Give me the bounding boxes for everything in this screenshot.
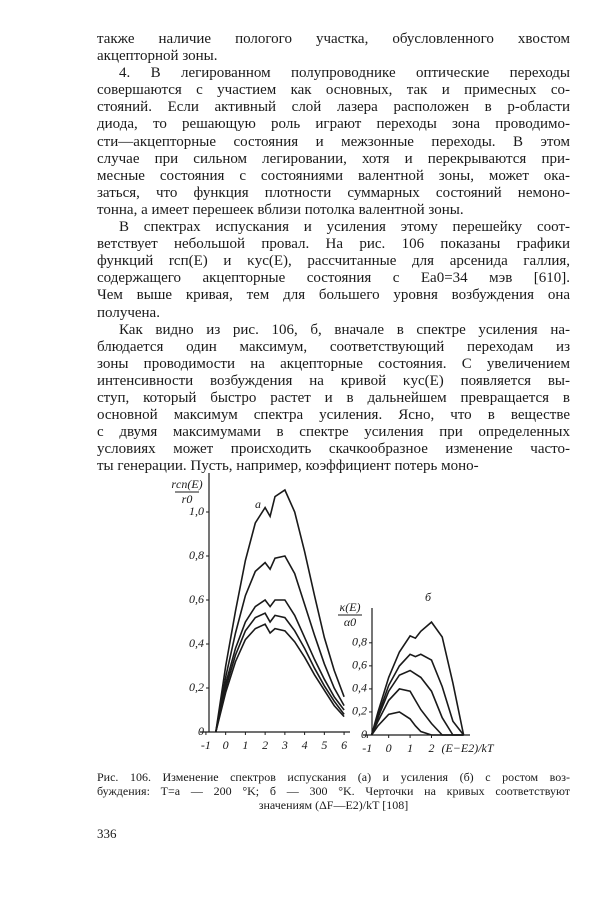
y-tick-label: 0,6 [352,658,367,672]
text-line: содержащего акцепторные состояния с Eа0=… [97,270,570,287]
curve [370,620,465,736]
y-tick-label: 0,6 [189,592,204,606]
x-tick-label: 3 [281,738,288,752]
curve [215,612,345,733]
text-line: интенсивности возбуждения на кривой κус(… [97,372,570,389]
y-tick-label: 0,2 [189,680,204,694]
x-tick-label: 0 [386,741,392,755]
curve [215,598,345,733]
y-tick-label: 0,8 [352,635,367,649]
x-tick-label: -1 [362,741,372,755]
text-line: В спектрах испускания и усиления этому п… [119,219,570,236]
x-tick-label: 2 [428,741,434,755]
x-tick-label: 1 [407,741,413,755]
text-line: получена. [97,304,160,321]
curve [215,623,345,733]
x-axis-label: (E−E2)/kT [441,741,494,755]
text-line: совершаются с участием как основных, так… [97,82,570,99]
text-line: Чем выше кривая, тем для большего уровня… [97,287,570,304]
text-line: диода, то решающую роль играют переходы … [97,116,570,133]
text-line: ступ, который быстро растет и в дальнейш… [97,389,570,406]
panel-label: а [255,497,261,511]
text-line: также наличие пологого участка, обусловл… [97,31,570,47]
paragraph: 4. В легированном полупроводнике оптичес… [97,65,570,219]
curve [215,488,345,733]
x-tick-label: 6 [341,738,347,752]
y-label-denominator: α0 [344,615,356,629]
y-label-numerator: rсп(E) [171,477,202,491]
caption-line: буждения: T=a — 200 °K; б — 300 °K. Черт… [97,784,570,798]
figure-caption: Рис. 106. Изменение спектров испускания … [97,770,570,812]
text-line: случае при сильном легировании, хотя и п… [97,150,570,167]
paragraph: Как видно из рис. 106, б, вначале в спек… [97,322,570,476]
paragraph: также наличие пологого участка, обусловл… [97,31,570,65]
y-tick-label: 0 [198,724,204,738]
curve [370,653,465,736]
text-line: основной максимум спектра усиления. Ясно… [97,407,570,424]
curve [215,555,345,733]
page-number: 336 [97,826,117,841]
y-tick-label: 0 [361,727,367,741]
y-label-denominator: r0 [182,492,193,506]
curve [370,711,464,736]
caption-line: Рис. 106. Изменение спектров испускания … [97,770,570,784]
y-tick-label: 0,2 [352,704,367,718]
text-line: месные состояния с состояниями валентной… [97,167,570,184]
text-line: зоны проводимости на акцепторные состоян… [97,355,570,372]
x-tick-label: 2 [262,738,268,752]
text-line: с двумя максимумами в спектре усиления п… [97,424,570,441]
x-tick-label: 1 [242,738,248,752]
text-line: сти—акцепторные состояния и межзонные пе… [97,133,570,150]
text-line: 4. В легированном полупроводнике оптичес… [119,65,570,82]
text-line: ты генерации. Пусть, например, коэффицие… [97,458,479,475]
text-line: стояний. Если активный слой лазера распо… [97,99,570,116]
text-line: акцепторной зоны. [97,48,218,65]
body-text: также наличие пологого участка, обусловл… [97,31,570,475]
y-tick-label: 0,8 [189,548,204,562]
text-line: ветствует небольшой провал. На рис. 106 … [97,236,570,253]
x-tick-label: 5 [321,738,327,752]
text-line: Как видно из рис. 106, б, вначале в спек… [119,321,570,338]
y-tick-label: 0,4 [189,636,204,650]
text-line: функций rсп(E) и κус(E), рассчитанные дл… [97,253,570,270]
y-tick-label: 1,0 [189,504,204,518]
text-line: заться, что функция плотности суммарных … [97,184,570,201]
y-label-numerator: κ(E) [339,600,360,614]
x-tick-label: 4 [302,738,308,752]
curve [370,669,464,736]
paragraph: В спектрах испускания и усиления этому п… [97,219,570,322]
text-line: блюдается один максимум, соответствующий… [97,338,570,355]
x-tick-label: -1 [201,738,211,752]
panel-label: б [425,590,432,604]
y-tick-label: 0,4 [352,681,367,695]
text-line: условиях может происходить скачкообразно… [97,441,570,458]
caption-line: значениям (ΔF—E2)/kT [108] [258,798,409,812]
text-line: тонна, а имеет перешеек вблизи потолка в… [97,201,464,218]
x-tick-label: 0 [223,738,229,752]
